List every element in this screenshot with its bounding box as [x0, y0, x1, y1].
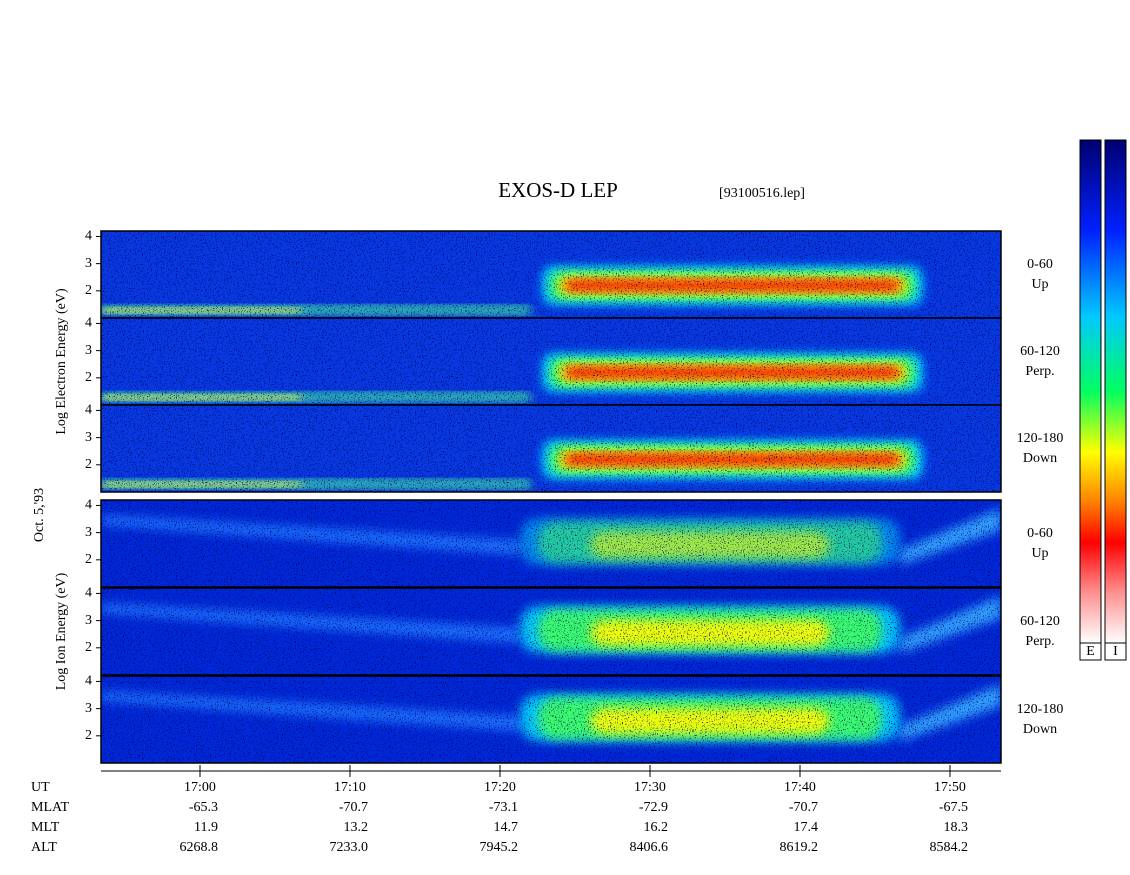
colorbar-label: I: [1113, 644, 1118, 659]
spectrogram-panel: 2 3 4 120-180 Down: [85, 403, 1064, 493]
row-value: -67.5: [939, 800, 968, 815]
noise: [101, 318, 1001, 405]
panel-label: Perp.: [1025, 364, 1054, 379]
x-tick-label: 17:10: [334, 780, 366, 795]
file-name: [93100516.lep]: [719, 186, 805, 201]
y-tick-label: 2: [85, 457, 92, 472]
panel-label: 120-180: [1017, 702, 1064, 717]
row-name: UT: [31, 780, 50, 795]
y-tick-label: 4: [85, 674, 92, 689]
y-tick-label: 3: [85, 256, 92, 271]
y-tick-label: 2: [85, 283, 92, 298]
panel-frame: [100, 587, 1002, 676]
y-tick-label: 3: [85, 525, 92, 540]
y-tick-label: 3: [85, 701, 92, 716]
row-value: -70.7: [339, 800, 368, 815]
y-tick-label: 3: [85, 430, 92, 445]
noise: [101, 231, 1001, 318]
spectrogram-image: [101, 676, 1001, 763]
y-tick-label: 2: [85, 640, 92, 655]
spectrogram-panel: 2 3 4 60-120 Perp.: [85, 316, 1060, 406]
row-value: 7233.0: [330, 840, 369, 855]
panel-label: 60-120: [1020, 344, 1060, 359]
row-value: 17.4: [794, 820, 819, 835]
y-tick-label: 4: [85, 316, 92, 331]
noise: [101, 588, 1001, 675]
y-tick-label: 4: [85, 403, 92, 418]
colorbar-key: [1104, 642, 1127, 661]
panel-label: 0-60: [1027, 526, 1053, 541]
row-value: -70.7: [789, 800, 818, 815]
panel-label: 0-60: [1027, 257, 1053, 272]
y-tick-label: 3: [85, 613, 92, 628]
row-value: 14.7: [494, 820, 519, 835]
row-value: 8406.6: [630, 840, 669, 855]
spectrogram-image: [101, 318, 1001, 405]
row-value: 8584.2: [930, 840, 969, 855]
panel-label: Up: [1031, 546, 1048, 561]
noise: [101, 405, 1001, 492]
panel-label: 60-120: [1020, 614, 1060, 629]
x-tick-label: 17:00: [184, 780, 216, 795]
colorbar: [1104, 139, 1127, 644]
row-value: 6268.8: [180, 840, 219, 855]
y-tick-label: 4: [85, 586, 92, 601]
colorbar-key: [1079, 642, 1102, 661]
row-name: ALT: [31, 840, 57, 855]
y-tick-label: 2: [85, 370, 92, 385]
spectrogram-panel: 2 3 4 60-120 Perp.: [85, 586, 1060, 676]
row-value: -65.3: [189, 800, 218, 815]
spectrogram-panel: 2 3 4 0-60 Up: [85, 229, 1053, 319]
y-tick-label: 4: [85, 229, 92, 244]
y-axis-label: Log Ion Energy (eV): [54, 572, 69, 690]
y-tick-label: 2: [85, 728, 92, 743]
row-value: 16.2: [644, 820, 669, 835]
row-value: 8619.2: [780, 840, 819, 855]
row-value: 18.3: [944, 820, 969, 835]
noise: [101, 676, 1001, 763]
colorbar-label: E: [1086, 644, 1095, 659]
x-tick-label: 17:30: [634, 780, 666, 795]
row-value: 11.9: [194, 820, 218, 835]
panel-frame: [100, 499, 1002, 588]
y-axis-label: Log Electron Energy (eV): [54, 288, 69, 435]
panel-label: Down: [1023, 451, 1057, 466]
spectrogram-image: [101, 588, 1001, 675]
row-value: -72.9: [639, 800, 668, 815]
row-name: MLT: [31, 820, 60, 835]
title: EXOS-D LEP: [498, 178, 618, 202]
x-tick-label: 17:20: [484, 780, 516, 795]
panel-label: Down: [1023, 722, 1057, 737]
colorbars: [1079, 139, 1127, 661]
spectrogram-image: [101, 405, 1001, 492]
noise: [101, 500, 1001, 587]
y-tick-label: 3: [85, 343, 92, 358]
panel-label: Perp.: [1025, 634, 1054, 649]
row-value: 7945.2: [480, 840, 519, 855]
date-label: Oct. 5,'93: [32, 488, 47, 542]
y-tick-label: 2: [85, 552, 92, 567]
x-tick-label: 17:40: [784, 780, 816, 795]
spectrogram-panel: 2 3 4 0-60 Up: [85, 498, 1053, 588]
x-tick-label: 17:50: [934, 780, 966, 795]
spectrogram-image: [101, 231, 1001, 318]
y-tick-label: 4: [85, 498, 92, 513]
panel-label: Up: [1031, 277, 1048, 292]
row-name: MLAT: [31, 800, 70, 815]
row-value: 13.2: [344, 820, 369, 835]
colorbar: [1079, 139, 1102, 644]
panel-frame: [100, 675, 1002, 764]
row-value: -73.1: [489, 800, 518, 815]
panel-frame: [100, 404, 1002, 493]
spectrogram-panel: 2 3 4 120-180 Down: [85, 674, 1064, 764]
panel-label: 120-180: [1017, 431, 1064, 446]
spectrogram-image: [101, 500, 1001, 587]
